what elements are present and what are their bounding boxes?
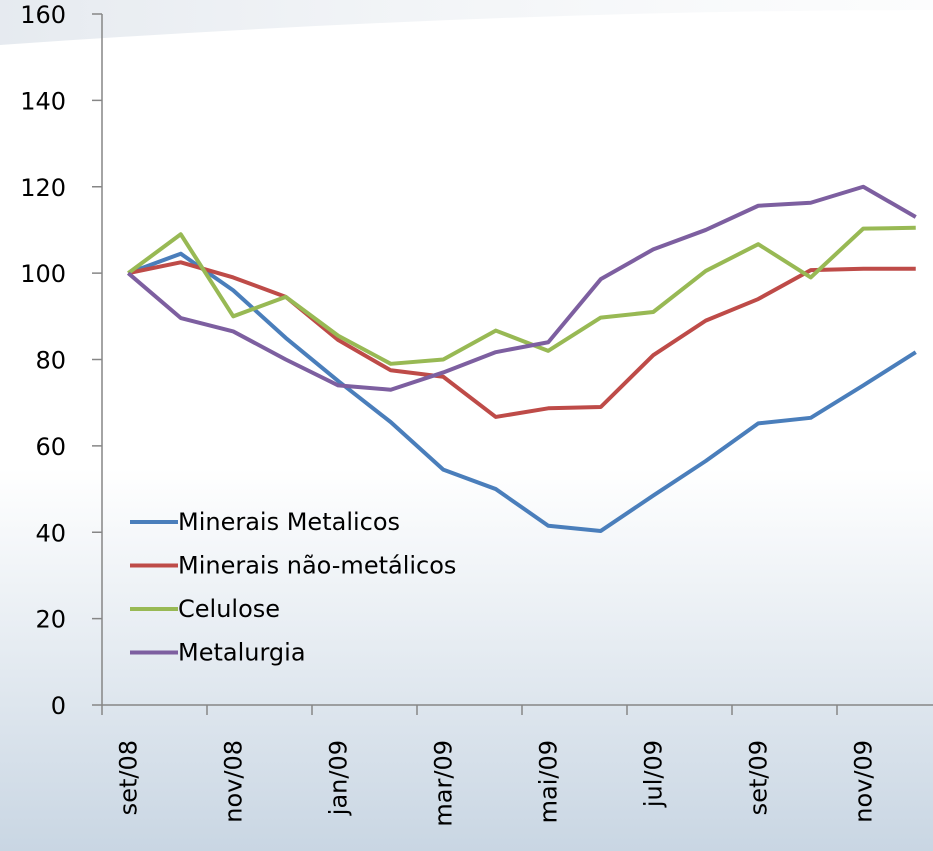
series-line (127, 251, 917, 533)
x-tick-label: nov/09 (849, 740, 877, 823)
y-tick-label: 100 (20, 260, 66, 288)
x-tick-label: jan/09 (324, 740, 352, 816)
legend-label: Metalurgia (178, 639, 306, 667)
series-line (127, 260, 916, 419)
y-tick-label: 140 (20, 87, 66, 115)
legend-label: Minerais Metalicos (178, 508, 400, 536)
y-tick-label: 0 (51, 692, 66, 720)
legend-label: Minerais não-metálicos (178, 552, 456, 580)
y-tick-label: 60 (35, 433, 66, 461)
y-tick-label: 120 (20, 174, 66, 202)
x-tick-label: mar/09 (429, 740, 457, 827)
x-tick-label: mai/09 (534, 740, 562, 823)
x-tick-label: jul/09 (639, 740, 667, 808)
x-tick-label: nov/08 (219, 740, 247, 823)
x-tick-label: set/08 (114, 740, 142, 815)
legend-label: Celulose (178, 595, 280, 623)
series-line (127, 225, 916, 366)
y-tick-label: 80 (35, 347, 66, 375)
x-tick-label: set/09 (744, 740, 772, 815)
y-tick-label: 20 (35, 606, 66, 634)
background-sweep (0, 0, 933, 45)
y-tick-label: 40 (35, 519, 66, 547)
series-line (126, 184, 917, 392)
y-tick-label: 160 (20, 1, 66, 29)
